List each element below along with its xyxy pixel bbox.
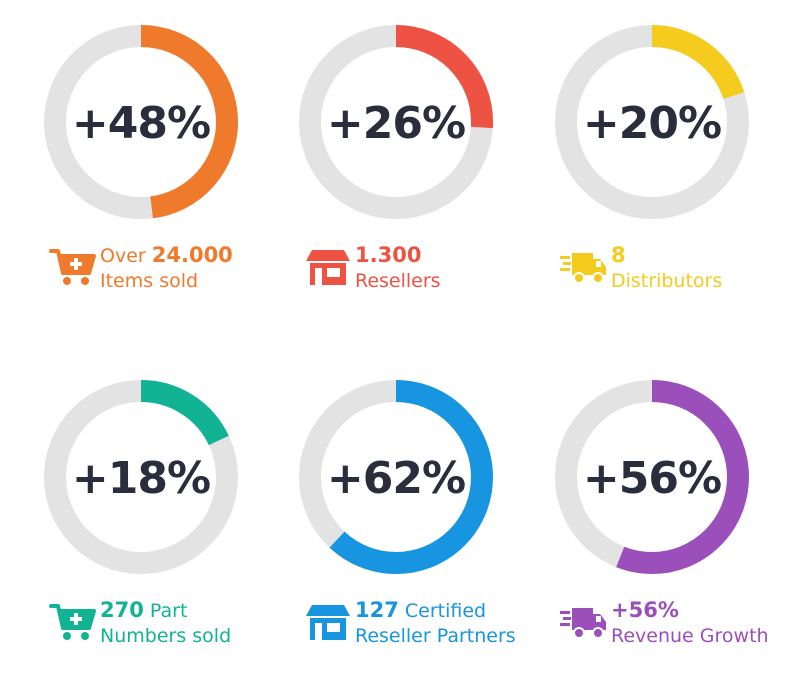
caption-line-2: Numbers sold (100, 625, 232, 647)
donut-value-arc (299, 25, 493, 219)
percent-label: +26% (327, 98, 465, 149)
stat-caption: 127 Certified Reseller Partners (304, 598, 516, 654)
caption-text: 8 Distributors (611, 243, 722, 294)
donut-chart: +18% (13, 355, 269, 595)
stat-card: +20% 8 Distributors (524, 0, 780, 320)
donut-value-arc (44, 25, 238, 219)
donut-chart: +56% (524, 355, 780, 595)
store-icon (306, 250, 350, 285)
stat-card: +62% 127 Certified Reseller Partners (268, 355, 524, 675)
delivery-truck-icon (560, 602, 608, 642)
cart-plus-icon (49, 247, 97, 287)
donut-value-arc (44, 380, 238, 574)
caption-highlight: 8 (611, 243, 626, 267)
percent-label: +18% (72, 453, 210, 504)
percent-label: +20% (583, 98, 721, 149)
caption-line-2: Items sold (100, 270, 199, 292)
caption-highlight: 24.000 (151, 243, 233, 267)
caption-text: +56% Revenue Growth (611, 598, 769, 649)
caption-line-2: Reseller Partners (355, 625, 516, 647)
caption-line-1: 8 (611, 243, 722, 269)
percent-label: +62% (327, 453, 465, 504)
donut-value-arc (555, 380, 749, 574)
cart-plus-icon (49, 602, 97, 642)
donut-chart: +48% (13, 0, 269, 240)
stat-caption: +56% Revenue Growth (560, 598, 769, 654)
donut-chart: +62% (268, 355, 524, 595)
percent-label: +56% (583, 453, 721, 504)
caption-suffix: Part (143, 600, 188, 622)
cart-plus-icon (49, 249, 96, 285)
stat-caption: 1.300 Resellers (304, 243, 441, 299)
caption-line-2: Resellers (355, 270, 441, 292)
caption-highlight: 1.300 (355, 243, 422, 267)
caption-line-1: 270 Part (100, 598, 231, 624)
stat-caption: 8 Distributors (560, 243, 722, 299)
caption-text: 1.300 Resellers (355, 243, 441, 294)
donut-value-arc (299, 380, 493, 574)
donut-chart: +26% (268, 0, 524, 240)
stat-card: +26% 1.300 Resellers (268, 0, 524, 320)
stat-caption: Over 24.000 Items sold (49, 243, 233, 299)
caption-highlight: +56% (611, 598, 679, 622)
caption-text: Over 24.000 Items sold (100, 243, 233, 294)
store-icon (304, 247, 352, 287)
caption-highlight: 127 (355, 598, 399, 622)
caption-highlight: 270 (100, 598, 144, 622)
stat-card: +48% Over 24.000 Items sold (13, 0, 269, 320)
percent-label: +48% (72, 98, 210, 149)
caption-text: 270 Part Numbers sold (100, 598, 231, 649)
caption-line-2: Revenue Growth (611, 625, 769, 647)
caption-suffix: Certified (398, 600, 487, 622)
delivery-truck-icon (560, 608, 606, 639)
stat-card: +56% +56% Revenue Growth (524, 355, 780, 675)
caption-prefix: Over (100, 245, 152, 267)
donut-chart: +20% (524, 0, 780, 240)
caption-line-1: 127 Certified (355, 598, 516, 624)
store-icon (306, 605, 350, 640)
delivery-truck-icon (560, 253, 606, 284)
caption-line-1: 1.300 (355, 243, 441, 269)
stat-card: +18% 270 Part Numbers sold (13, 355, 269, 675)
store-icon (304, 602, 352, 642)
caption-line-2: Distributors (611, 270, 723, 292)
caption-text: 127 Certified Reseller Partners (355, 598, 516, 649)
donut-value-arc (555, 25, 749, 219)
caption-line-1: Over 24.000 (100, 243, 233, 269)
delivery-truck-icon (560, 247, 608, 287)
cart-plus-icon (49, 604, 96, 640)
stat-caption: 270 Part Numbers sold (49, 598, 231, 654)
caption-line-1: +56% (611, 598, 769, 624)
